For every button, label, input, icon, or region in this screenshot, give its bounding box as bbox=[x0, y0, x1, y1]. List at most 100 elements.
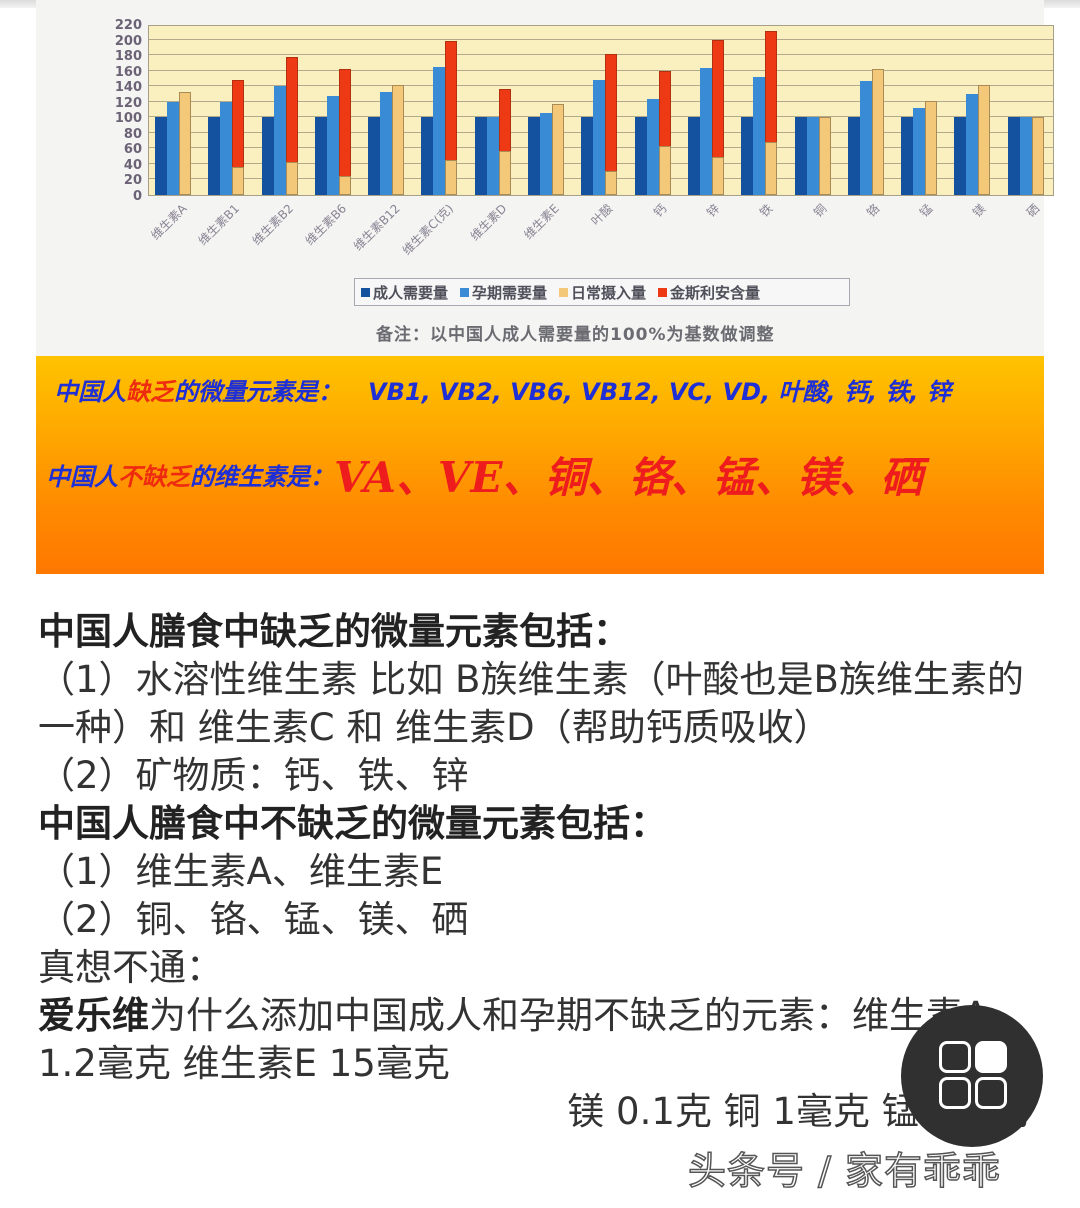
bar-pregnancy bbox=[966, 93, 979, 195]
x-tick-label: 维生素B12 bbox=[350, 201, 403, 254]
bar-daily-intake bbox=[179, 91, 191, 195]
sufficient-list: VA、VE、铜、铬、锰、镁、硒 bbox=[334, 453, 923, 502]
y-tick-label: 40 bbox=[123, 157, 142, 173]
bar-adult bbox=[421, 117, 434, 195]
bar-adult bbox=[474, 117, 487, 195]
bar-daily-intake bbox=[232, 167, 245, 195]
banner-text: 中国人不缺乏的维生素是： bbox=[46, 463, 334, 491]
y-tick-label: 100 bbox=[114, 111, 142, 127]
legend-item: 日常摄入量 bbox=[559, 282, 646, 303]
section-heading: 中国人膳食中缺乏的微量元素包括： bbox=[38, 610, 630, 653]
bar-adult bbox=[155, 117, 167, 195]
bar-adult bbox=[954, 117, 967, 195]
bar-pregnancy bbox=[1019, 117, 1032, 195]
bar-daily-intake bbox=[711, 156, 724, 195]
bar-pregnancy bbox=[593, 79, 606, 195]
y-tick-label: 180 bbox=[114, 49, 142, 65]
bar-pregnancy bbox=[220, 101, 233, 195]
bar-daily-intake bbox=[445, 160, 458, 195]
paragraph: 真想不通： bbox=[38, 946, 223, 989]
bar-daily-intake bbox=[285, 162, 298, 195]
floating-menu-button[interactable] bbox=[901, 1005, 1043, 1147]
deficient-list: VB1, VB2, VB6, VB12, VC, VD, 叶酸, 钙, 铁, 锌 bbox=[368, 378, 951, 406]
banner-text: 的微量元素是： bbox=[174, 378, 342, 406]
bar-adult bbox=[208, 117, 221, 195]
bar-adult bbox=[528, 117, 541, 195]
y-tick-label: 140 bbox=[114, 80, 142, 96]
legend-item: 金斯利安含量 bbox=[658, 282, 760, 303]
bar-adult bbox=[314, 117, 327, 195]
bar-pregnancy bbox=[806, 117, 819, 195]
legend-item: 成人需要量 bbox=[361, 282, 448, 303]
bar-adult bbox=[368, 117, 381, 195]
sufficient-summary: 中国人不缺乏的维生素是：VA、VE、铜、铬、锰、镁、硒 bbox=[46, 444, 923, 505]
list-item: （2）铜、铬、锰、镁、硒 bbox=[38, 898, 469, 941]
bar-pregnancy bbox=[753, 76, 766, 195]
y-tick-label: 0 bbox=[132, 189, 142, 204]
chart-figure: 0 20 40 60 80 100 120 140 160 180 200 220 维生素A 维生素B1… bbox=[36, 0, 1054, 356]
banner-text: 中国人 bbox=[54, 378, 126, 406]
x-tick-label: 铬 bbox=[863, 201, 883, 220]
y-tick-label: 20 bbox=[123, 173, 142, 189]
bar-daily-intake bbox=[818, 117, 831, 195]
bar-adult bbox=[634, 117, 647, 195]
bar-daily-intake bbox=[392, 85, 405, 195]
list-item: （1）水溶性维生素 比如 B族维生素（叶酸也是B族维生素的一种）和 维生素C 和… bbox=[38, 658, 1024, 749]
bar-pregnancy bbox=[326, 96, 339, 195]
bar-pregnancy bbox=[380, 92, 393, 195]
bar-adult bbox=[581, 117, 594, 195]
y-tick-label: 60 bbox=[123, 142, 142, 158]
article-body: 中国人膳食中缺乏的微量元素包括： （1）水溶性维生素 比如 B族维生素（叶酸也是… bbox=[38, 608, 1048, 1136]
summary-banner: 中国人缺乏的微量元素是： VB1, VB2, VB6, VB12, VC, VD,… bbox=[36, 356, 1044, 574]
chart-legend: 成人需要量 孕期需要量 日常摄入量 金斯利安含量 bbox=[354, 278, 850, 306]
bar-pregnancy bbox=[913, 107, 926, 195]
y-tick-label: 220 bbox=[114, 18, 142, 33]
bar-daily-intake bbox=[871, 69, 884, 195]
bar-adult bbox=[847, 117, 860, 195]
legend-swatch bbox=[460, 287, 470, 297]
x-tick-label: 硒 bbox=[1023, 201, 1043, 220]
x-tick-label: 锌 bbox=[703, 201, 723, 220]
plot-area bbox=[148, 25, 1054, 196]
y-tick-label: 80 bbox=[123, 126, 142, 142]
legend-swatch bbox=[361, 287, 370, 297]
chart-note: 备注：以中国人成人需要量的100%为基数做调整 bbox=[376, 325, 775, 345]
legend-swatch bbox=[559, 287, 569, 297]
x-tick-label: 镁 bbox=[970, 201, 989, 220]
x-tick-label: 钙 bbox=[650, 201, 669, 220]
x-tick-label: 铜 bbox=[810, 201, 829, 220]
bar-daily-intake bbox=[338, 175, 351, 195]
x-tick-label: 维生素E bbox=[521, 201, 563, 243]
x-tick-label: 维生素C(克) bbox=[399, 201, 456, 258]
x-tick-label: 锰 bbox=[917, 201, 936, 220]
bar-daily-intake bbox=[658, 146, 671, 195]
legend-item: 孕期需要量 bbox=[460, 282, 547, 303]
list-item: （2）矿物质：钙、铁、锌 bbox=[38, 754, 469, 797]
x-tick-label: 维生素B2 bbox=[249, 201, 296, 248]
gridline bbox=[149, 38, 1053, 40]
bar-daily-intake bbox=[978, 84, 991, 195]
bar-pregnancy bbox=[540, 113, 553, 195]
bar-pregnancy bbox=[433, 66, 446, 195]
bar-adult bbox=[261, 117, 274, 195]
bar-adult bbox=[794, 117, 807, 195]
x-tick-label: 维生素B6 bbox=[302, 201, 350, 248]
x-tick-label: 维生素A bbox=[148, 201, 190, 243]
bar-daily-intake bbox=[605, 170, 618, 195]
bar-daily-intake bbox=[498, 151, 511, 195]
x-tick-label: 叶酸 bbox=[588, 201, 616, 229]
bar-adult bbox=[687, 117, 700, 195]
y-tick-label: 200 bbox=[114, 33, 142, 49]
gridline bbox=[149, 69, 1053, 71]
bar-pregnancy bbox=[646, 99, 659, 195]
y-tick-label: 120 bbox=[114, 95, 142, 111]
x-tick-label: 维生素D bbox=[467, 201, 510, 244]
x-tick-label: 维生素B1 bbox=[196, 201, 243, 248]
bar-pregnancy bbox=[699, 67, 712, 195]
list-item: （1）维生素A、维生素E bbox=[38, 850, 444, 893]
bar-daily-intake bbox=[925, 100, 938, 195]
bar-pregnancy bbox=[486, 117, 499, 195]
banner-highlight: 缺乏 bbox=[126, 378, 174, 406]
paragraph: 爱乐维为什么添加中国成人和孕期不缺乏的元素：维生素A 1.2毫克 维生素E 15… bbox=[38, 992, 1048, 1088]
question-text: 为什么添加中国成人和孕期不缺乏的元素：维生素A 1.2毫克 维生素E 15毫克 bbox=[38, 994, 989, 1085]
